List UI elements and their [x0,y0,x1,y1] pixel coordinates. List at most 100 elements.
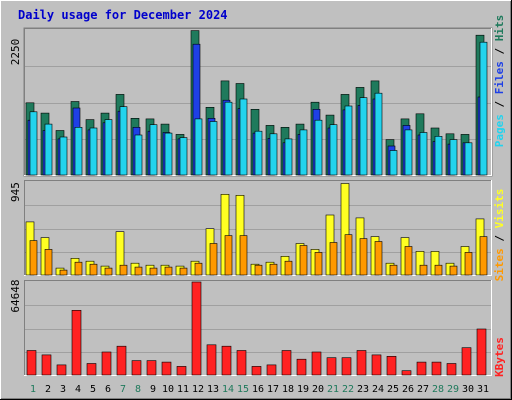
x-tick-label: 6 [105,384,111,395]
sites-bar [254,264,263,276]
kbytes-bar [86,363,97,376]
kbytes-bar [146,360,157,376]
kbytes-bar [461,347,472,376]
x-tick-label: 5 [90,384,96,395]
pages-bar [134,134,143,176]
chart-title: Daily usage for December 2024 [18,8,228,22]
pages-bar [149,124,158,176]
legend-separator: / [493,94,506,114]
x-tick-label: 10 [162,384,174,395]
pages-bar [179,137,188,176]
sites-bar [314,252,323,276]
legend-separator: / [493,41,506,61]
bars-layer [25,30,488,376]
pages-bar [329,124,338,176]
legend-pages: Pages [493,114,506,147]
sites-bar [419,264,428,276]
pages-bar [359,97,368,176]
pages-bar [374,92,383,176]
x-tick-label: 22 [342,384,354,395]
kbytes-bar [386,355,397,376]
pages-bar [194,118,203,176]
kbytes-bar [356,350,367,376]
pages-bar [59,136,68,176]
kbytes-bar [251,366,262,376]
x-tick-label: 28 [432,384,444,395]
kbytes-bar [446,363,457,376]
x-tick-label: 19 [297,384,309,395]
sites-bar [29,240,38,276]
legend-separator: / [493,228,506,248]
x-tick-label: 21 [327,384,339,395]
sites-bar [404,246,413,276]
sites-bar [104,267,113,276]
pages-bar [389,150,398,176]
x-tick-label: 12 [192,384,204,395]
x-tick-label: 18 [282,384,294,395]
kbytes-bar [41,354,52,376]
pages-bar [314,119,323,176]
x-tick-label: 15 [237,384,249,395]
hits-legend: Pages / Files / Hits [493,15,506,148]
pages-bar [344,105,353,176]
sites-bar [134,266,143,276]
sites-bar [464,252,473,276]
kbytes-max-label: 64648 [9,279,22,312]
kbytes-bar [266,364,277,376]
kbytes-bar [311,351,322,376]
pages-bar [119,106,128,176]
kbytes-bar [296,358,307,376]
sites-bar [269,263,278,276]
pages-bar [449,139,458,176]
x-tick-label: 1 [30,384,36,395]
pages-bar [269,133,278,176]
sites-bar [44,249,53,276]
pages-bar [254,130,263,176]
kbytes-panel [24,280,492,376]
pages-bar [404,129,413,176]
sites-bar [179,267,188,276]
kbytes-bar [401,370,412,376]
x-tick-label: 24 [372,384,384,395]
kbytes-bar [161,361,172,376]
kbytes-bar [116,345,127,376]
x-tick-label: 4 [75,384,81,395]
kbytes-bar [281,350,292,376]
pages-bar [44,123,53,176]
visits-max-label: 945 [9,182,22,202]
pages-bar [29,111,38,176]
kbytes-bar [191,281,202,376]
x-tick-label: 16 [252,384,264,395]
sites-bar [329,242,338,276]
x-tick-label: 30 [462,384,474,395]
pages-bar [299,129,308,176]
sites-bar [89,263,98,276]
x-tick-label: 20 [312,384,324,395]
kbytes-bar [371,354,382,376]
sites-bar [74,261,83,276]
kbytes-bar [476,328,487,376]
sites-bar [359,238,368,276]
sites-bar [209,243,218,276]
kbytes-bar [71,309,82,376]
kbytes-bar [26,350,37,376]
sites-bar [59,269,68,276]
sites-bar [164,266,173,276]
pages-bar [89,127,98,176]
hits-max-label: 2250 [9,39,22,66]
sites-bar [149,267,158,276]
x-tick-label: 11 [177,384,189,395]
x-tick-label: 8 [135,384,141,395]
x-tick-label: 9 [150,384,156,395]
x-tick-label: 27 [417,384,429,395]
sites-bar [224,235,233,276]
legend-files: Files [493,61,506,94]
x-tick-label: 26 [402,384,414,395]
kbytes-bar [341,357,352,376]
x-tick-label: 31 [477,384,489,395]
sites-bar [374,241,383,276]
kbytes-bar [431,361,442,376]
pages-bar [104,119,113,176]
x-tick-label: 17 [267,384,279,395]
